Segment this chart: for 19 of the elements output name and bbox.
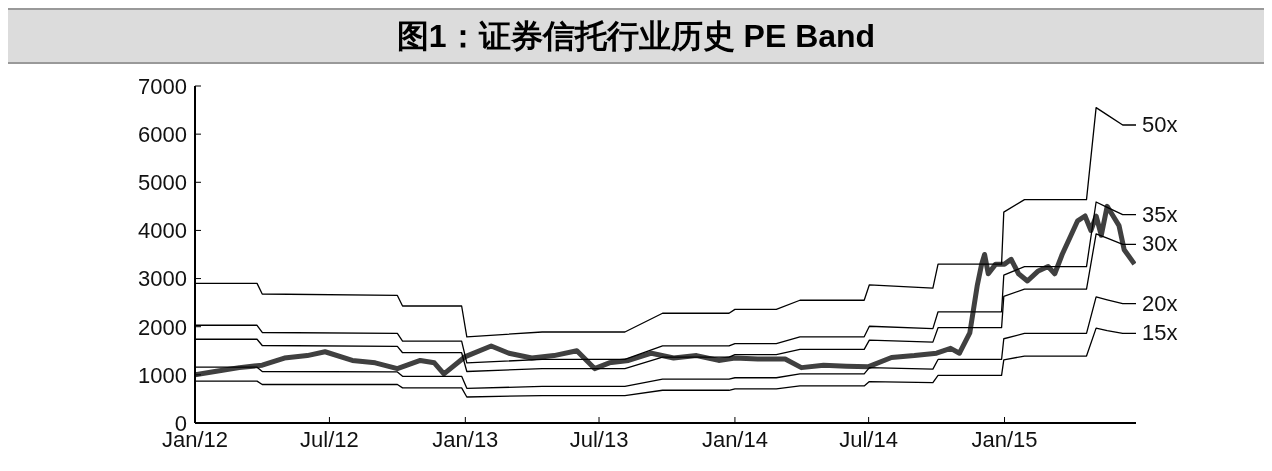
- y-tick-label: 3000: [138, 266, 187, 292]
- x-tick-label: Jul/13: [569, 426, 629, 452]
- y-tick-label: 1000: [138, 362, 187, 388]
- series-label: 50x: [1142, 112, 1178, 137]
- x-tick-label: Jan/13: [432, 426, 499, 452]
- series-label: 35x: [1142, 201, 1178, 227]
- x-tick-label: Jul/14: [839, 426, 898, 452]
- x-tick-label: Jul/12: [300, 426, 359, 452]
- chart-title: 图1：证券信托行业历史 PE Band: [8, 8, 1264, 64]
- y-tick-label: 4000: [138, 218, 187, 244]
- y-tick-label: 5000: [138, 170, 187, 196]
- y-tick-label: 2000: [138, 314, 187, 340]
- y-tick-label: 6000: [138, 121, 187, 147]
- series-label: 15x: [1142, 320, 1178, 346]
- y-tick-label: 7000: [138, 73, 187, 99]
- x-tick-label: Jan/15: [971, 426, 1038, 452]
- series-label: 30x: [1142, 231, 1178, 257]
- x-tick-label: Jan/14: [701, 426, 768, 452]
- series-label: 20x: [1142, 290, 1178, 316]
